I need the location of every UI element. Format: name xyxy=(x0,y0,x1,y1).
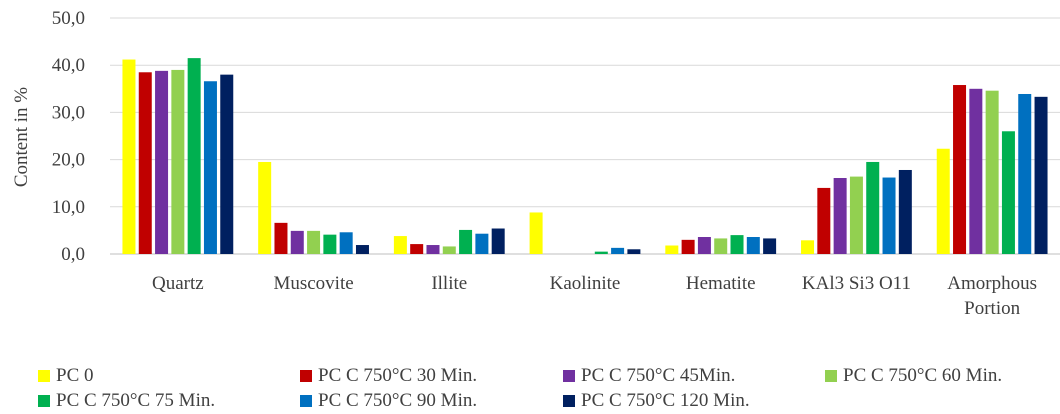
bar xyxy=(936,148,950,254)
bar xyxy=(627,249,641,254)
legend-swatch xyxy=(825,370,837,382)
bar xyxy=(697,237,711,254)
bar xyxy=(426,245,440,254)
legend-item: PC C 750°C 90 Min. xyxy=(300,389,477,413)
category-label: Quartz xyxy=(152,273,204,294)
bar xyxy=(475,233,489,254)
y-tick-labels: 0,0 10,0 20,0 30,0 40,0 50,0 xyxy=(52,8,85,265)
bar xyxy=(155,70,169,254)
bar xyxy=(187,58,201,255)
legend-swatch xyxy=(38,370,50,382)
bar xyxy=(594,251,608,254)
bar xyxy=(801,240,815,254)
bar xyxy=(307,230,321,254)
y-tick-label: 0,0 xyxy=(61,244,85,265)
bar xyxy=(410,244,424,254)
bar xyxy=(866,161,880,254)
category-labels: Quartz Muscovite Illite Kaolinite Hematite KA… xyxy=(152,273,1037,319)
bar xyxy=(817,187,831,254)
category-label: Muscovite xyxy=(273,273,353,294)
bar xyxy=(969,88,983,254)
legend-label: PC 0 xyxy=(56,365,94,386)
bar xyxy=(849,176,863,254)
bar xyxy=(138,72,152,254)
bar xyxy=(953,85,967,254)
legend-label: PC C 750°C 60 Min. xyxy=(843,365,1003,386)
legend-item: PC 0 xyxy=(38,364,94,388)
bar xyxy=(459,229,473,254)
bar xyxy=(323,234,337,254)
bar xyxy=(898,169,912,254)
legend-label: PC C 750°C 90 Min. xyxy=(318,390,478,411)
bar xyxy=(1034,96,1048,254)
bar xyxy=(529,212,543,254)
y-tick-label: 20,0 xyxy=(52,150,85,171)
bar xyxy=(882,177,896,254)
bar xyxy=(611,247,625,254)
legend-item: PC C 750°C 120 Min. xyxy=(563,389,750,413)
bar xyxy=(355,245,369,254)
bar xyxy=(1001,131,1015,254)
bar xyxy=(442,246,456,254)
legend-label: PC C 750°C 75 Min. xyxy=(56,390,216,411)
legend-swatch xyxy=(563,370,575,382)
y-tick-label: 30,0 xyxy=(52,102,85,123)
legend: PC 0 PC C 750°C 30 Min. PC C 750°C 45Min. P… xyxy=(0,362,1060,414)
bar xyxy=(203,81,217,254)
bar xyxy=(714,238,728,254)
legend-label: PC C 750°C 30 Min. xyxy=(318,365,478,386)
legend-label: PC C 750°C 120 Min. xyxy=(581,390,750,411)
bar xyxy=(220,74,234,254)
bar xyxy=(290,230,304,254)
legend-swatch xyxy=(300,395,312,407)
legend-item: PC C 750°C 75 Min. xyxy=(38,389,215,413)
legend-label: PC C 750°C 45Min. xyxy=(581,365,736,386)
bar xyxy=(833,178,847,254)
bar xyxy=(258,161,272,254)
legend-item: PC C 750°C 30 Min. xyxy=(300,364,477,388)
category-label: Kaolinite xyxy=(550,273,621,294)
bar xyxy=(491,228,505,254)
y-tick-label: 50,0 xyxy=(52,8,85,29)
bar xyxy=(393,236,407,254)
category-label: Hematite xyxy=(686,273,756,294)
y-tick-label: 40,0 xyxy=(52,55,85,76)
bar xyxy=(1018,93,1032,254)
y-tick-label: 10,0 xyxy=(52,197,85,218)
bar xyxy=(746,237,760,254)
bar xyxy=(171,69,185,254)
gridlines xyxy=(110,17,1060,255)
bar xyxy=(681,239,695,254)
legend-swatch xyxy=(563,395,575,407)
bar xyxy=(665,245,679,254)
legend-item: PC C 750°C 45Min. xyxy=(563,364,735,388)
bar xyxy=(339,232,353,254)
bar xyxy=(985,90,999,254)
category-label: KAl3 Si3 O11 xyxy=(802,273,911,294)
legend-swatch xyxy=(300,370,312,382)
legend-item: PC C 750°C 60 Min. xyxy=(825,364,1002,388)
bar-chart: 0,0 10,0 20,0 30,0 40,0 50,0 Quartz Muscovite I… xyxy=(11,8,1060,319)
bar xyxy=(730,235,744,254)
legend-swatch xyxy=(38,395,50,407)
bar xyxy=(122,59,136,255)
category-label: Illite xyxy=(431,273,467,294)
y-axis-title: Content in % xyxy=(11,87,32,187)
category-label: Amorphous Portion xyxy=(947,273,1037,319)
bar xyxy=(274,222,288,254)
bars xyxy=(122,58,1048,255)
bar xyxy=(763,238,777,254)
